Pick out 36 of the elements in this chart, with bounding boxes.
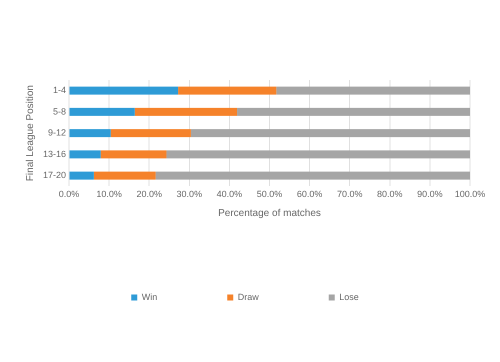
- x-tick-label: 60.0%: [296, 189, 322, 200]
- bar: [70, 86, 178, 95]
- bar: [237, 108, 470, 116]
- bar: [100, 150, 166, 158]
- bar: [70, 172, 94, 180]
- x-tick-label: 90.0%: [417, 189, 443, 200]
- bar: [70, 150, 101, 158]
- x-tick-label: 40.0%: [216, 189, 242, 200]
- legend-label: Draw: [238, 292, 260, 302]
- y-tick-label: 9-12: [48, 128, 66, 138]
- bar: [156, 172, 470, 180]
- bar: [70, 108, 135, 116]
- bar: [190, 129, 470, 138]
- x-tick-label: 70.0%: [336, 189, 362, 200]
- bar: [166, 150, 470, 158]
- bar: [134, 108, 238, 116]
- x-tick-label: 80.0%: [377, 189, 403, 200]
- legend-label: Win: [142, 292, 158, 302]
- bar: [178, 86, 276, 95]
- x-tick-label: 20.0%: [136, 189, 162, 200]
- bar: [110, 129, 191, 138]
- x-axis-title: Percentage of matches: [218, 208, 321, 219]
- x-tick-label: 10.0%: [96, 189, 122, 200]
- bar: [70, 129, 111, 138]
- y-tick-label: 5-8: [53, 106, 66, 116]
- bar: [94, 172, 156, 180]
- x-tick-label: 100.0%: [454, 189, 486, 200]
- y-tick-label: 17-20: [42, 170, 66, 180]
- y-tick-label: 13-16: [42, 148, 66, 159]
- legend-label: Lose: [339, 292, 359, 302]
- y-tick-label: 1-4: [53, 85, 66, 96]
- x-tick-label: 30.0%: [176, 189, 202, 200]
- y-axis-title: Final League Position: [24, 85, 36, 182]
- x-tick-label: 0.0%: [58, 189, 80, 200]
- x-tick-label: 50.0%: [256, 189, 282, 200]
- bar: [276, 86, 470, 95]
